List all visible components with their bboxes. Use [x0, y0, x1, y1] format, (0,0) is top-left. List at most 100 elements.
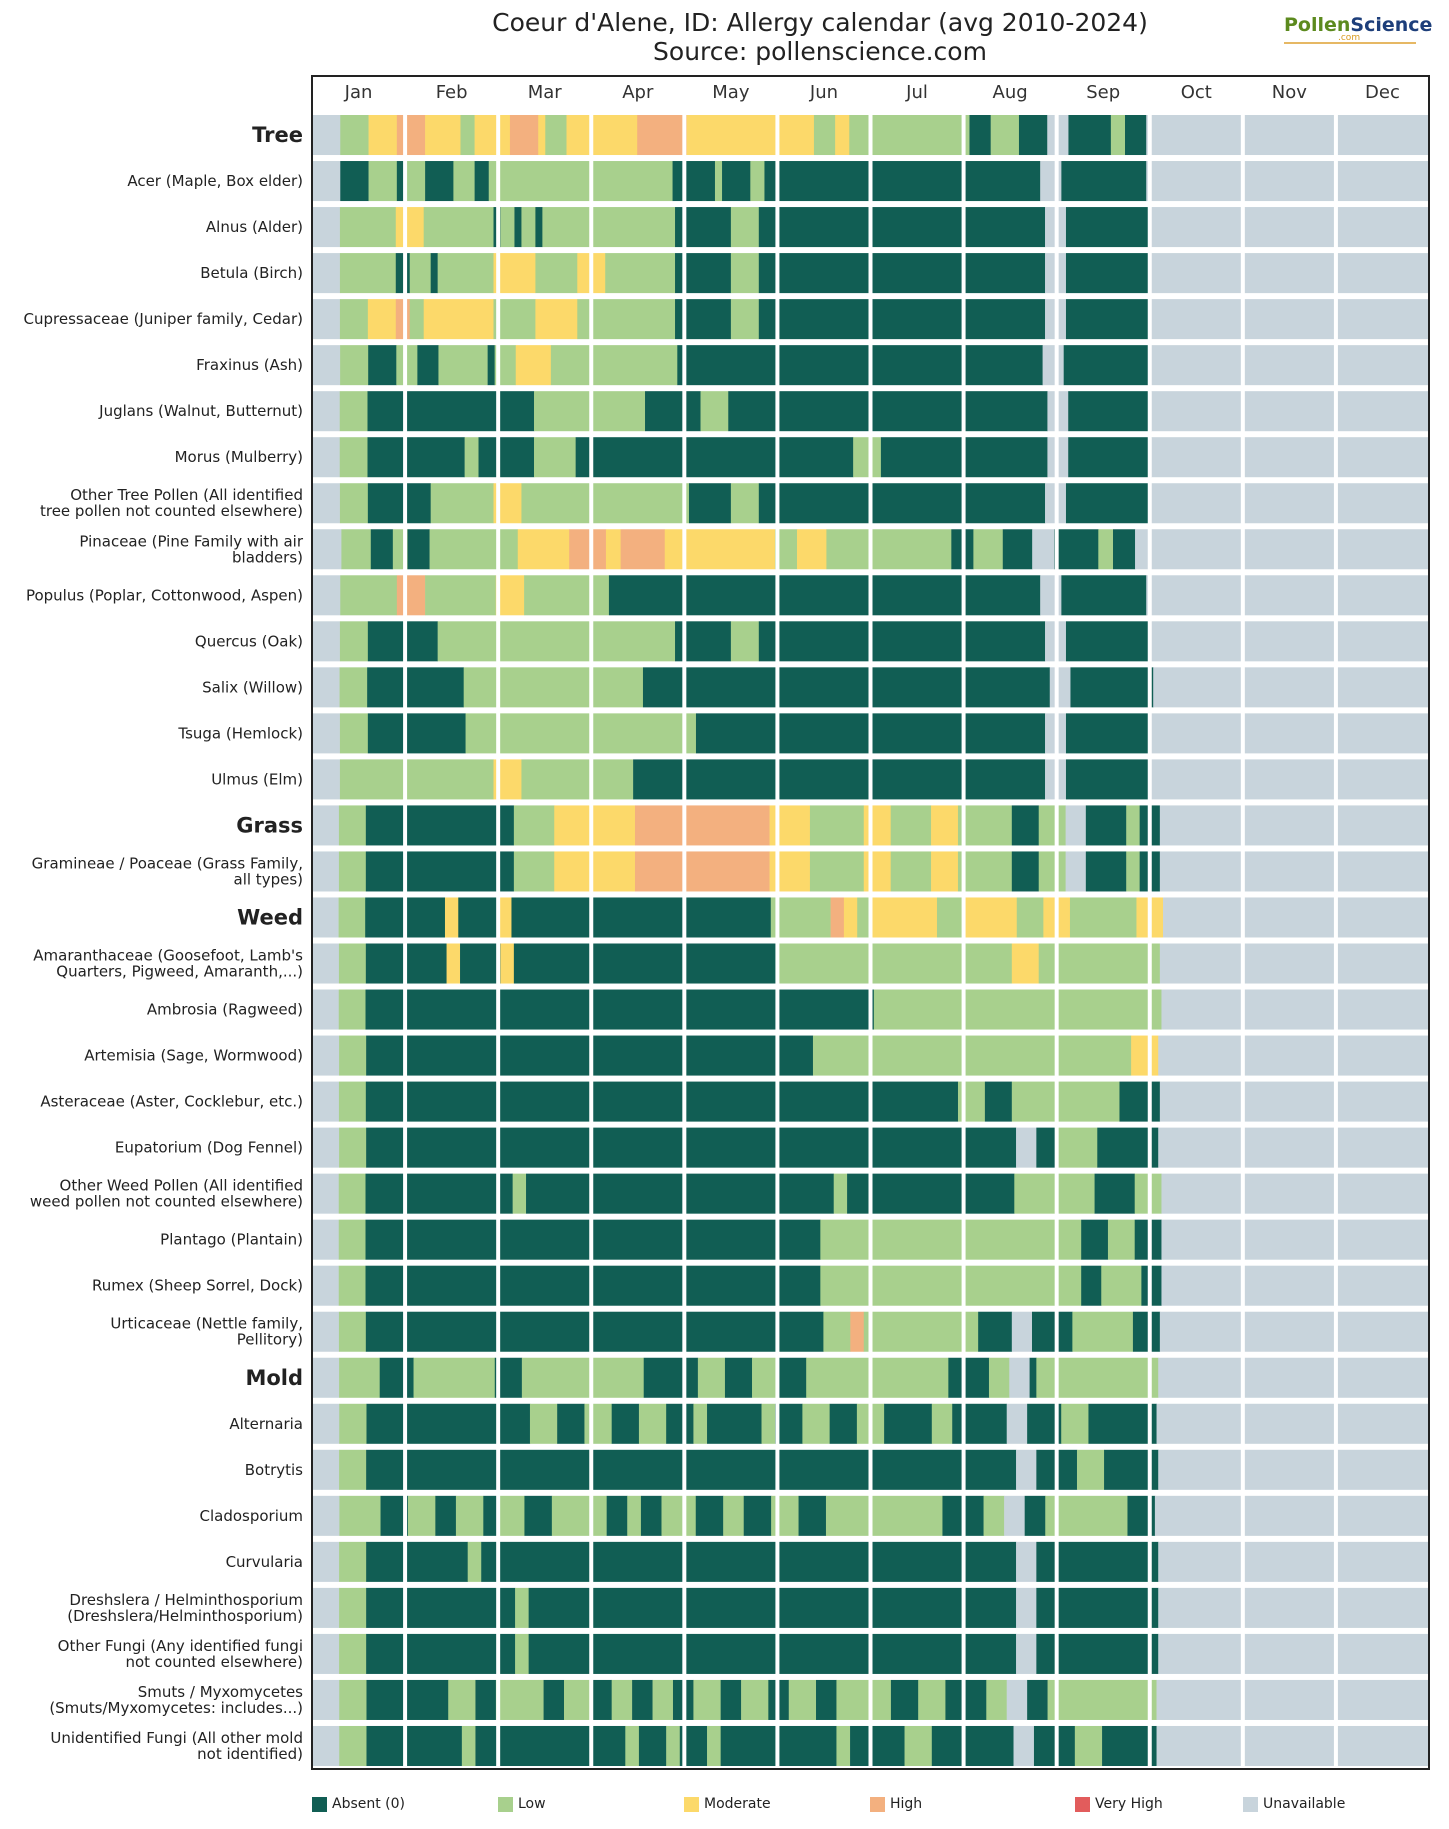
heatmap-cell: [1126, 851, 1140, 892]
heatmap-cell: [918, 1679, 946, 1720]
heatmap-cell: [771, 1495, 799, 1536]
heatmap-cell: [693, 1679, 721, 1720]
heatmap-cell: [521, 1357, 645, 1398]
heatmap-cell: [366, 1541, 469, 1582]
heatmap-cell: [367, 667, 464, 708]
heatmap-cell: [521, 483, 690, 524]
heatmap-cell: [813, 115, 836, 156]
heatmap-cell: [366, 1587, 516, 1628]
heatmap-cell: [1065, 299, 1151, 340]
heatmap-cell: [564, 1679, 592, 1720]
heatmap-cell: [677, 345, 1043, 386]
heatmap-cell: [806, 1357, 949, 1398]
legend-label: Low: [518, 1796, 546, 1812]
heatmap-cell: [545, 115, 567, 156]
heatmap-cell: [554, 851, 636, 892]
heatmap-cell: [338, 989, 366, 1030]
heatmap-cell: [1024, 1495, 1046, 1536]
heatmap-cell: [1011, 1081, 1120, 1122]
heatmap-cell: [1085, 851, 1127, 892]
legend-item: High: [870, 1796, 922, 1812]
heatmap-cell: [367, 713, 466, 754]
heatmap-cell: [775, 1403, 803, 1444]
allergen-label-line: Ulmus (Elm): [211, 770, 303, 788]
heatmap-cell: [620, 529, 666, 570]
heatmap-cell: [407, 529, 430, 570]
heatmap-cell: [339, 1357, 380, 1398]
heatmap-cell: [1011, 851, 1040, 892]
heatmap-cell: [890, 805, 932, 846]
heatmap-cell: [863, 805, 891, 846]
month-label-oct: Oct: [1181, 82, 1212, 103]
heatmap-cell: [723, 1495, 745, 1536]
heatmap-cell: [836, 1679, 892, 1720]
heatmap-cell: [774, 529, 798, 570]
heatmap-row: [312, 621, 1430, 662]
heatmap-cell: [978, 1311, 1013, 1352]
heatmap-cell: [1032, 529, 1055, 570]
heatmap-cell: [853, 437, 882, 478]
heatmap-row: [312, 989, 1430, 1030]
heatmap-cell: [645, 391, 701, 432]
heatmap-cell: [1038, 805, 1066, 846]
heatmap-cell: [465, 713, 697, 754]
heatmap-cell: [728, 391, 1048, 432]
heatmap-cell: [816, 1679, 837, 1720]
heatmap-row: [312, 161, 1430, 202]
heatmap-row: [312, 1403, 1430, 1444]
allergen-label: Cladosporium: [200, 1507, 304, 1525]
allergen-label-line: (Dreshslera/Helminthosporium): [67, 1607, 303, 1625]
heatmap-cell: [339, 253, 397, 294]
heatmap-cell: [697, 1357, 726, 1398]
heatmap-row: [312, 115, 1430, 156]
heatmap-cell: [1149, 483, 1430, 524]
heatmap-cell: [591, 1679, 612, 1720]
allergen-label: Ambrosia (Ragweed): [147, 1001, 303, 1019]
heatmap-cell: [365, 1311, 824, 1352]
heatmap-cell: [515, 1633, 529, 1674]
heatmap-cell: [511, 897, 772, 938]
heatmap-cell: [395, 253, 411, 294]
month-label-jun: Jun: [809, 82, 838, 103]
heatmap-cell: [802, 1403, 830, 1444]
heatmap-cell: [758, 621, 1046, 662]
heatmap-cell: [1151, 437, 1430, 478]
heatmap-cell: [312, 1127, 340, 1168]
heatmap-cell: [557, 1403, 585, 1444]
heatmap-cell: [1065, 207, 1151, 248]
heatmap-cell: [446, 943, 461, 984]
heatmap-cell: [1033, 1725, 1076, 1766]
heatmap-cell: [779, 1357, 807, 1398]
allergen-label-line: not identified): [197, 1745, 303, 1763]
heatmap-cell: [455, 1495, 484, 1536]
heatmap-cell: [338, 1173, 366, 1214]
heatmap-cell: [312, 1403, 340, 1444]
heatmap-cell: [312, 713, 341, 754]
month-label-jan: Jan: [344, 82, 373, 103]
heatmap-cell: [606, 1495, 628, 1536]
heatmap-cell: [312, 1725, 340, 1766]
allergen-label-line: Betula (Birch): [200, 264, 303, 282]
heatmap-cell: [1158, 1633, 1430, 1674]
heatmap-cell: [1061, 1403, 1089, 1444]
heatmap-cell: [366, 1725, 463, 1766]
heatmap-cell: [425, 115, 461, 156]
heatmap-cell: [1126, 805, 1140, 846]
heatmap-cell: [758, 483, 1046, 524]
chart-frame: [311, 75, 1430, 1770]
heatmap-cell: [638, 1725, 667, 1766]
heatmap-cell: [312, 1495, 340, 1536]
heatmap-cell: [1042, 345, 1064, 386]
heatmap-cell: [1016, 1449, 1037, 1490]
heatmap-cell: [493, 253, 536, 294]
heatmap-row: [312, 299, 1430, 340]
heatmap-cell: [1006, 1679, 1028, 1720]
allergen-label: Eupatorium (Dog Fennel): [115, 1139, 303, 1157]
allergen-label: Alternaria: [229, 1415, 303, 1433]
heatmap-cell: [1065, 253, 1151, 294]
month-label-feb: Feb: [436, 82, 468, 103]
allergen-label-line: Fraxinus (Ash): [196, 356, 303, 374]
heatmap-cell: [1013, 1725, 1035, 1766]
allergen-label-line: Pinaceae (Pine Family with air: [79, 532, 303, 550]
heatmap-cell: [497, 1495, 525, 1536]
